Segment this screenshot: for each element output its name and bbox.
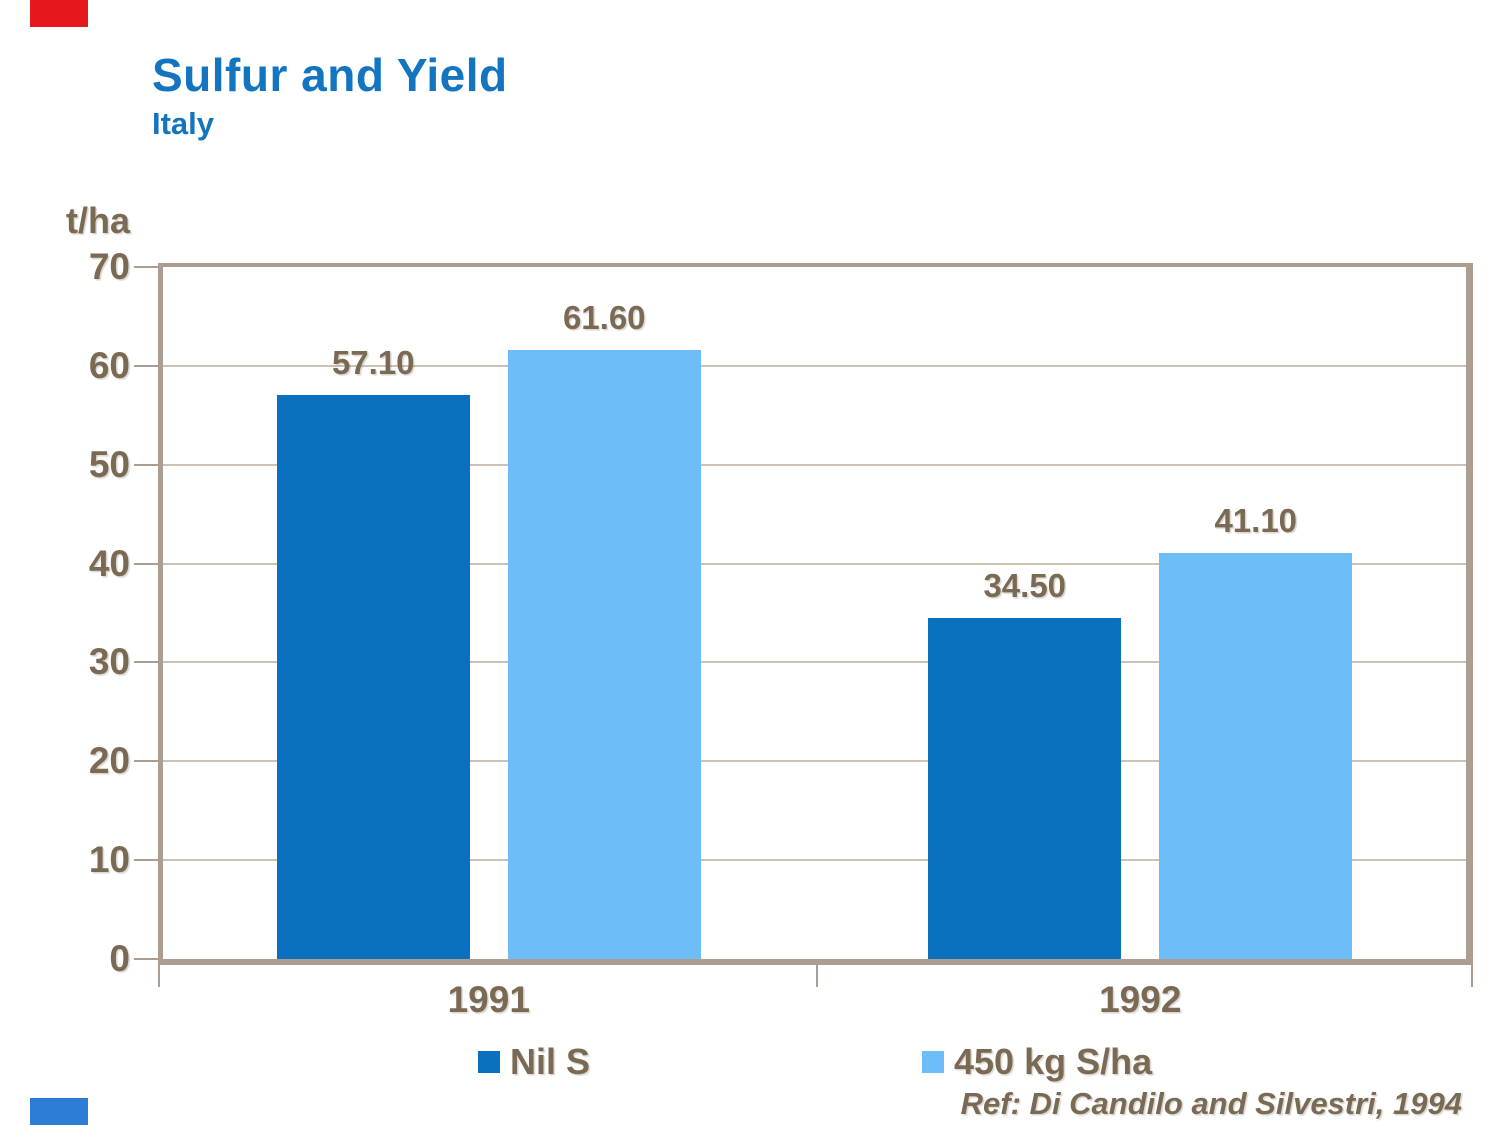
- gridline: [163, 859, 1466, 862]
- gridline: [163, 760, 1466, 763]
- legend-item-nil-s: Nil S: [478, 1042, 590, 1082]
- y-axis-tick-label: 50: [88, 443, 130, 485]
- bar-1991-nil-s: [276, 394, 470, 959]
- page-subtitle: Italy: [152, 105, 215, 141]
- value-label: 41.10: [1214, 501, 1298, 539]
- legend-label-nil-s: Nil S: [510, 1041, 591, 1082]
- y-axis-tick: [134, 661, 158, 664]
- y-axis-tick: [134, 266, 158, 268]
- x-axis-tick: [815, 965, 818, 987]
- y-axis-tick: [134, 760, 158, 763]
- reference-text: Ref: Di Candilo and Silvestri, 1994: [960, 1086, 1462, 1121]
- legend-swatch-nil-s: [478, 1051, 500, 1073]
- y-axis-tick-label: 60: [88, 344, 130, 386]
- y-axis-tick: [134, 562, 158, 565]
- gridline: [163, 661, 1466, 664]
- value-label: 34.50: [983, 566, 1067, 604]
- y-axis-tick: [134, 463, 158, 466]
- bar-1992-450-kg: [1159, 552, 1353, 959]
- y-axis-tick-label: 10: [88, 839, 130, 881]
- legend-item-450-kg: 450 kg S/ha: [922, 1042, 1152, 1082]
- y-axis-tick: [134, 859, 158, 862]
- x-axis-label: 1991: [447, 979, 530, 1020]
- corner-mark-red: [30, 0, 88, 27]
- y-axis-tick-label: 70: [88, 246, 130, 287]
- gridline: [163, 562, 1466, 565]
- x-axis-tick: [158, 965, 160, 987]
- title-block: Sulfur and Yield Italy: [152, 49, 508, 142]
- x-axis-tick: [1471, 965, 1473, 987]
- y-axis-tick-label: 40: [88, 542, 130, 584]
- legend-label-450-kg: 450 kg S/ha: [954, 1041, 1153, 1082]
- y-axis-tick-label: 30: [88, 641, 130, 683]
- y-axis-tick: [134, 364, 158, 367]
- bar-1991-450-kg: [507, 350, 701, 959]
- x-axis-label: 1992: [1099, 979, 1182, 1020]
- legend-swatch-450-kg: [922, 1051, 944, 1073]
- value-label: 57.10: [331, 343, 415, 381]
- bar-1992-nil-s: [928, 617, 1122, 959]
- y-axis-tick-label: 0: [109, 938, 130, 979]
- y-axis-tick: [134, 958, 158, 960]
- gridline: [163, 463, 1466, 466]
- page-title: Sulfur and Yield: [152, 49, 508, 101]
- gridline: [163, 364, 1466, 367]
- y-axis-unit-label: t/ha: [66, 200, 131, 241]
- corner-mark-blue: [30, 1098, 88, 1125]
- y-axis-tick-label: 20: [88, 740, 130, 782]
- plot-frame: [158, 263, 1473, 965]
- value-label: 61.60: [562, 299, 646, 337]
